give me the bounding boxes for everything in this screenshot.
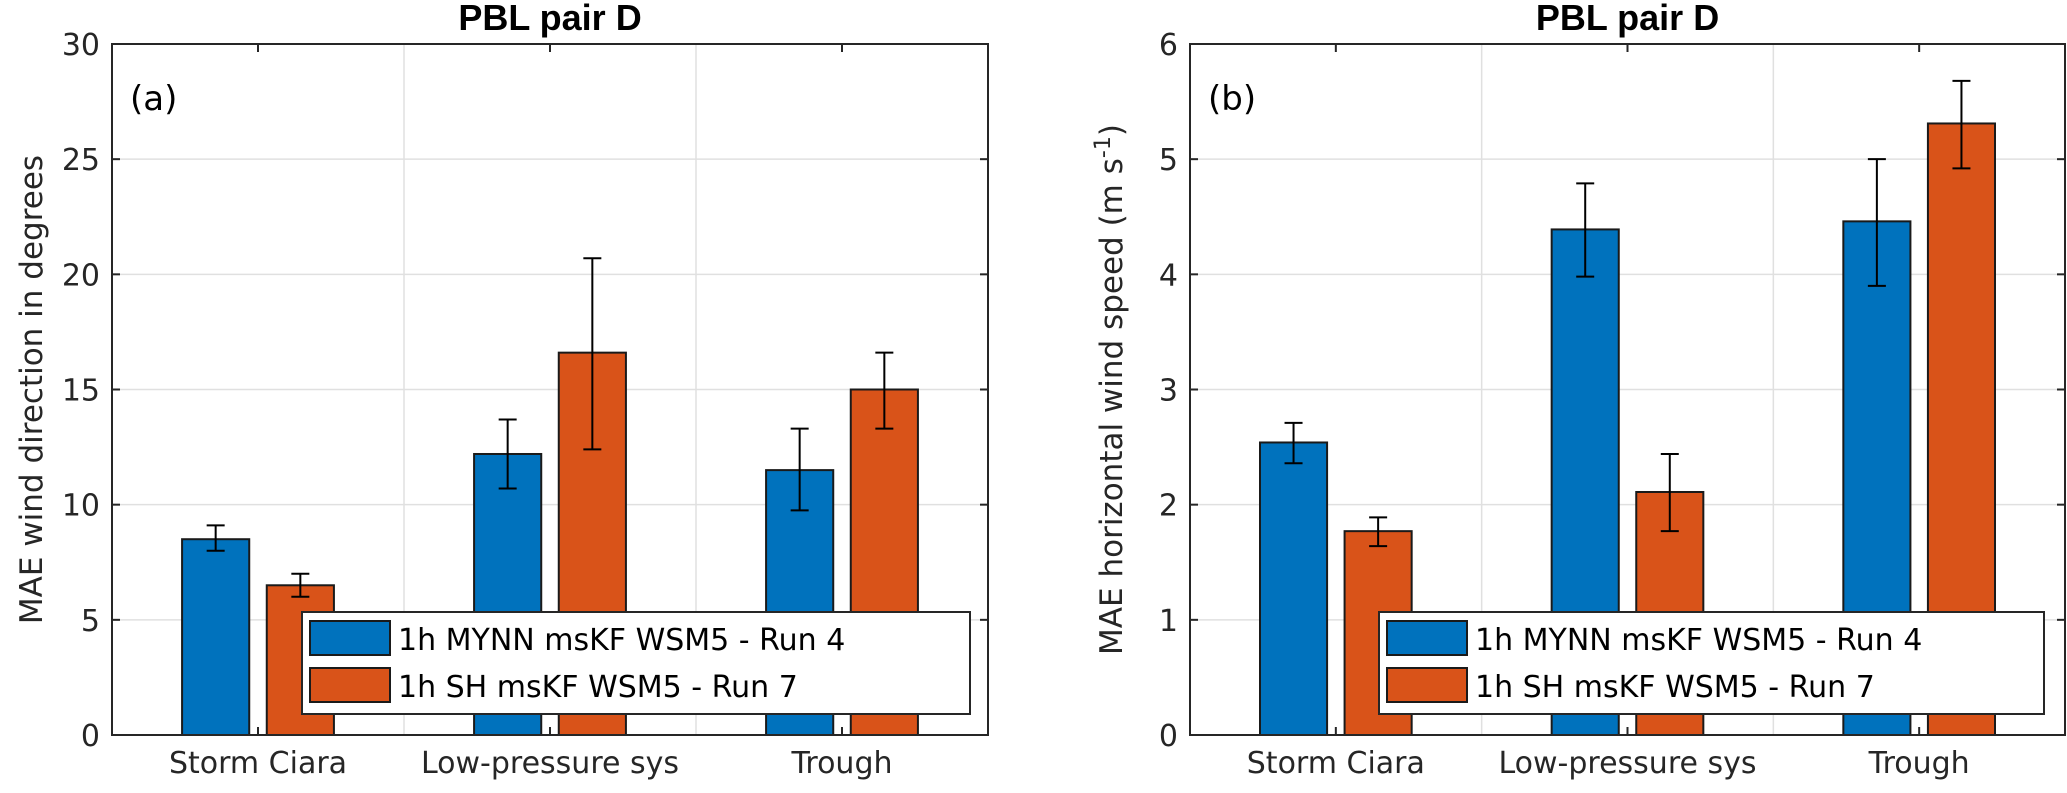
y-tick-label: 2 xyxy=(1159,489,1178,524)
legend: 1h MYNN msKF WSM5 - Run 4 1h SH msKF WSM5… xyxy=(1378,611,2045,715)
y-tick-label: 20 xyxy=(62,258,100,293)
chart-title: PBL pair D xyxy=(1536,0,1719,38)
panel-label: (b) xyxy=(1208,79,1256,119)
legend-label: 1h SH msKF WSM5 - Run 7 xyxy=(1475,670,1875,705)
panel-label: (a) xyxy=(130,79,177,119)
legend-swatch xyxy=(309,667,391,703)
x-tick-label: Storm Ciara xyxy=(169,746,347,781)
y-axis-label: MAE wind direction in degrees xyxy=(14,155,50,624)
x-tick-label: Low-pressure sys xyxy=(421,746,679,781)
legend-swatch xyxy=(1386,667,1468,703)
y-axis-label-superscript: -1 xyxy=(1091,136,1116,158)
y-tick-label: 6 xyxy=(1159,28,1178,63)
chart-panel-a: 0 5 10 15 20 25 30 Storm Ciara Low-pressure sys T… xyxy=(14,0,989,781)
x-tick-label: Low-pressure sys xyxy=(1498,746,1756,781)
y-tick-label: 4 xyxy=(1159,258,1178,293)
chart-title: PBL pair D xyxy=(458,0,641,38)
y-tick-label: 1 xyxy=(1159,604,1178,639)
legend-label: 1h MYNN msKF WSM5 - Run 4 xyxy=(1475,623,1922,658)
y-axis-label-end: ) xyxy=(1094,124,1130,136)
y-tick-label: 5 xyxy=(81,604,100,639)
legend-label: 1h SH msKF WSM5 - Run 7 xyxy=(398,670,798,705)
bar xyxy=(181,538,251,737)
y-axis-label: MAE horizontal wind speed (m s-1) xyxy=(1091,124,1130,655)
y-tick-label: 3 xyxy=(1159,374,1178,409)
x-tick-label: Trough xyxy=(790,746,892,781)
y-tick-label: 5 xyxy=(1159,143,1178,178)
y-tick-label: 0 xyxy=(1159,719,1178,754)
legend-label: 1h MYNN msKF WSM5 - Run 4 xyxy=(398,623,845,658)
bar xyxy=(1259,441,1329,736)
x-tick-label: Trough xyxy=(1868,746,1970,781)
y-axis-label-text: MAE wind direction in degrees xyxy=(14,155,50,624)
legend: 1h MYNN msKF WSM5 - Run 4 1h SH msKF WSM5… xyxy=(301,611,971,715)
y-tick-label: 10 xyxy=(62,489,100,524)
legend-swatch xyxy=(309,620,391,656)
y-tick-label: 30 xyxy=(62,28,100,63)
y-tick-label: 15 xyxy=(62,374,100,409)
y-tick-label: 25 xyxy=(62,143,100,178)
x-tick-label: Storm Ciara xyxy=(1247,746,1425,781)
y-axis-label-text: MAE horizontal wind speed (m s xyxy=(1094,158,1130,655)
legend-box xyxy=(301,611,971,715)
legend-swatch xyxy=(1386,620,1468,656)
legend-box xyxy=(1378,611,2045,715)
chart-panel-b: 0 1 2 3 4 5 6 Storm Ciara Low-pressure sys Trough… xyxy=(1091,0,2066,781)
y-tick-label: 0 xyxy=(81,719,100,754)
